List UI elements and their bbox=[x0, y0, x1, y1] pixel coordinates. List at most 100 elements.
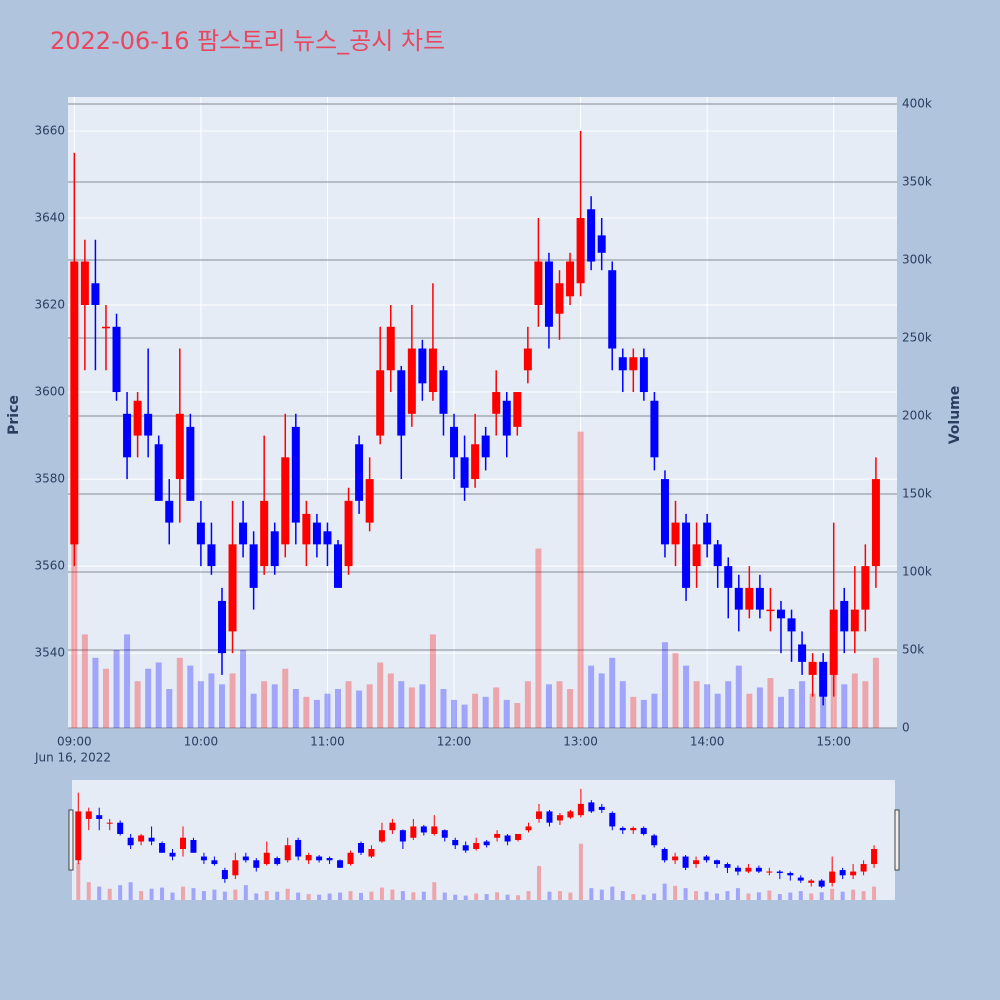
x-tick-label: 14:00 bbox=[690, 735, 725, 749]
mini-volume-bar bbox=[578, 843, 583, 900]
volume-bar bbox=[472, 693, 479, 728]
mini-volume-bar bbox=[662, 883, 667, 900]
candle-body bbox=[618, 357, 627, 371]
mini-candle-body bbox=[420, 826, 427, 833]
volume-bar bbox=[661, 642, 668, 728]
volume-bar bbox=[588, 665, 595, 728]
mini-volume-bar bbox=[442, 892, 447, 900]
volume-bar bbox=[704, 684, 711, 728]
volume-bar bbox=[862, 681, 869, 728]
candle-body bbox=[217, 600, 226, 654]
volume-bar bbox=[545, 684, 552, 728]
mini-volume-bar bbox=[495, 892, 500, 900]
volume-bar bbox=[197, 681, 204, 728]
volume-bar bbox=[429, 634, 436, 728]
mini-candle-body bbox=[305, 855, 312, 861]
volume-bar bbox=[461, 704, 468, 728]
mini-candle-body bbox=[232, 860, 239, 876]
mini-volume-bar bbox=[704, 891, 709, 900]
volume-bar bbox=[714, 693, 721, 728]
volume-bar bbox=[377, 662, 384, 728]
mini-candle-body bbox=[389, 822, 396, 831]
mini-candle-body bbox=[703, 856, 710, 861]
mini-volume-bar bbox=[788, 892, 793, 900]
mini-candle-body bbox=[535, 811, 542, 819]
volume-bar bbox=[229, 673, 236, 728]
y-tick-label: 3660 bbox=[34, 123, 65, 137]
mini-candle-body bbox=[682, 856, 689, 868]
candle-body bbox=[629, 357, 638, 371]
mini-volume-bar bbox=[379, 887, 384, 900]
y-tick-label: 3640 bbox=[34, 210, 65, 224]
mini-volume-bar bbox=[222, 891, 227, 900]
candle-body bbox=[660, 479, 669, 545]
mini-volume-bar bbox=[620, 891, 625, 900]
mini-volume-bar bbox=[599, 889, 604, 900]
mini-volume-bar bbox=[107, 888, 112, 900]
candle-body bbox=[344, 500, 353, 567]
volume-bar bbox=[556, 681, 563, 728]
mini-volume-bar bbox=[128, 882, 133, 900]
mini-candle-body bbox=[263, 852, 270, 865]
mini-candle-body bbox=[410, 826, 417, 838]
mini-volume-bar bbox=[296, 892, 301, 900]
mini-candle-body bbox=[766, 871, 773, 873]
range-handle[interactable] bbox=[894, 809, 900, 871]
mini-volume-bar bbox=[97, 886, 102, 900]
mini-volume-bar bbox=[306, 894, 311, 900]
volume-bar bbox=[567, 689, 574, 728]
volume-bar bbox=[777, 696, 784, 728]
mini-volume-bar bbox=[777, 894, 782, 900]
volume-bar bbox=[683, 665, 690, 728]
mini-volume-bar bbox=[694, 891, 699, 900]
mini-candle-body bbox=[546, 811, 553, 823]
volume-bar bbox=[746, 693, 753, 728]
mini-candle-body bbox=[787, 873, 794, 876]
y2-tick-label: 50k bbox=[902, 643, 924, 657]
candle-body bbox=[481, 435, 490, 458]
volume-bar bbox=[366, 684, 373, 728]
mini-volume-bar bbox=[474, 893, 479, 900]
volume-bar bbox=[145, 668, 152, 728]
mini-candle-body bbox=[619, 827, 626, 831]
candle-body bbox=[112, 326, 121, 393]
candle-body bbox=[270, 531, 279, 567]
mini-volume-bar bbox=[767, 890, 772, 900]
mini-volume-bar bbox=[516, 895, 521, 900]
mini-volume-bar bbox=[714, 893, 719, 900]
volume-bar bbox=[81, 634, 88, 728]
y2-tick-label: 200k bbox=[902, 409, 932, 423]
mini-volume-bar bbox=[557, 891, 562, 900]
mini-volume-bar bbox=[673, 885, 678, 900]
range-handle[interactable] bbox=[68, 809, 74, 871]
mini-candle-body bbox=[776, 871, 783, 874]
volume-bar bbox=[640, 699, 647, 728]
plot-area bbox=[68, 97, 897, 728]
mini-candle-body bbox=[368, 849, 375, 857]
volume-bar bbox=[735, 665, 742, 728]
candle-body bbox=[608, 270, 617, 349]
mini-candle-body bbox=[274, 858, 281, 865]
y2-tick-label: 150k bbox=[902, 487, 932, 501]
mini-candle-body bbox=[839, 870, 846, 876]
volume-bar bbox=[788, 689, 795, 728]
mini-candle-body bbox=[651, 835, 658, 846]
range-slider[interactable] bbox=[72, 780, 895, 900]
mini-candle-body bbox=[808, 880, 815, 883]
mini-volume-bar bbox=[139, 891, 144, 900]
volume-bar bbox=[166, 689, 173, 728]
mini-volume-bar bbox=[118, 885, 123, 900]
y-tick-label: 3620 bbox=[34, 298, 65, 312]
mini-volume-bar bbox=[369, 891, 374, 900]
candle-body bbox=[587, 209, 596, 262]
candle-body bbox=[323, 531, 332, 545]
x-tick-label: 15:00 bbox=[816, 735, 851, 749]
mini-volume-bar bbox=[149, 888, 154, 900]
mini-candle-body bbox=[190, 839, 197, 853]
volume-bar bbox=[799, 681, 806, 728]
candle-body bbox=[239, 522, 248, 545]
candle-body bbox=[840, 600, 849, 632]
mini-volume-bar bbox=[432, 882, 437, 900]
mini-volume-bar bbox=[233, 889, 238, 900]
